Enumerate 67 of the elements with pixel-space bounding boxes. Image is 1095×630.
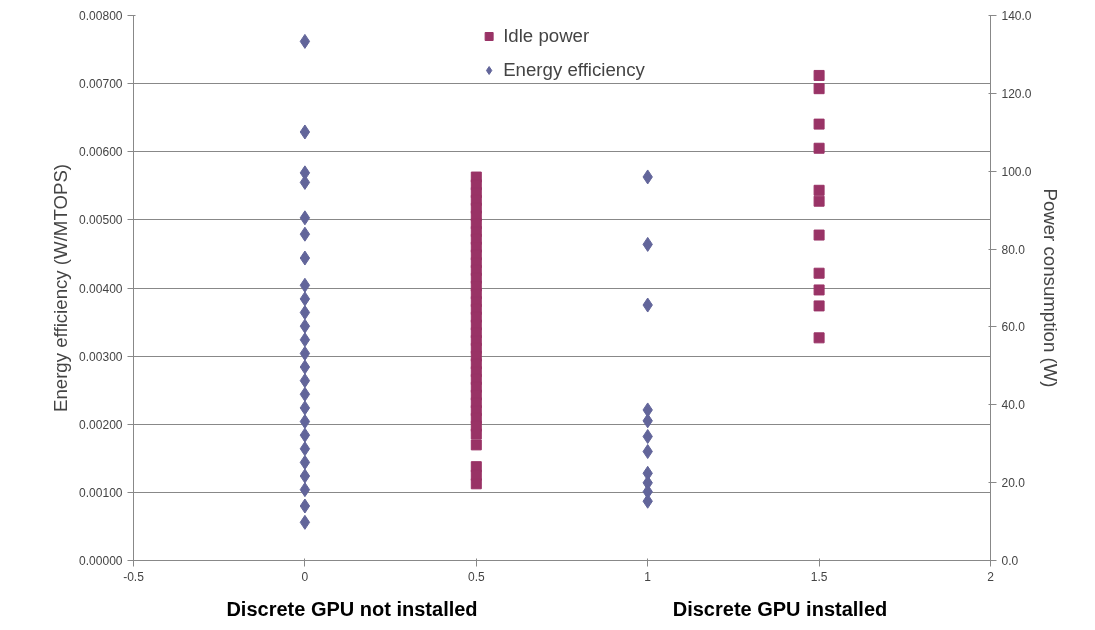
y2-tick-label: 120.0 <box>1001 86 1032 101</box>
point <box>299 359 311 375</box>
point <box>813 184 825 196</box>
y2-tick-label: 140.0 <box>1001 9 1032 23</box>
y2-tick-label: 0.0 <box>1001 554 1019 568</box>
y-tick-label: 0.00600 <box>79 145 123 160</box>
point <box>299 498 311 514</box>
point <box>299 482 311 498</box>
point <box>299 277 311 293</box>
y-tick-label: 0.00200 <box>79 417 123 432</box>
point <box>470 428 482 440</box>
y-tick-label: 0.00700 <box>79 77 123 92</box>
point <box>299 291 311 307</box>
y2-tick-label: 60.0 <box>1001 320 1026 335</box>
point <box>813 229 825 241</box>
y2-axis-title: Power consumption (W) <box>1039 188 1061 388</box>
point <box>299 386 311 402</box>
x-tick-label: 0 <box>301 569 309 584</box>
y2-tick-label: 100.0 <box>1001 164 1032 179</box>
y2-tick-label: 80.0 <box>1001 242 1026 257</box>
point <box>470 478 482 490</box>
point <box>299 373 311 389</box>
y-tick-label: 0.00100 <box>79 485 123 500</box>
point <box>299 332 311 348</box>
y-tick-label: 0.00800 <box>79 9 123 23</box>
point <box>813 300 825 312</box>
y2-tick-label: 40.0 <box>1001 398 1026 413</box>
legend-label: Idle power <box>503 25 590 47</box>
point <box>299 226 311 242</box>
point <box>813 284 825 296</box>
text: Discrete GPU installed <box>671 597 889 622</box>
point <box>299 427 311 443</box>
y-tick-label: 0.00300 <box>79 349 123 364</box>
point <box>813 142 825 154</box>
x-tick-label: -0.5 <box>123 569 145 584</box>
point <box>642 444 653 459</box>
point <box>299 318 311 334</box>
point <box>299 124 311 140</box>
point <box>299 441 311 457</box>
point <box>813 195 825 207</box>
point <box>299 514 311 530</box>
y-axis-title: Energy efficiency (W/MTOPS) <box>50 163 72 413</box>
y2-tick-label: 20.0 <box>1001 476 1026 491</box>
x-tick-label: 1.5 <box>810 569 828 584</box>
point <box>813 118 825 130</box>
legend-label: Energy efficiency <box>503 59 645 81</box>
point <box>299 454 311 470</box>
point <box>299 210 311 226</box>
point <box>299 400 311 416</box>
x-tick-label: 0.5 <box>467 569 485 584</box>
point <box>299 305 311 321</box>
point <box>299 345 311 361</box>
point <box>299 33 311 49</box>
point <box>299 468 311 484</box>
y-tick-label: 0.00400 <box>79 281 123 296</box>
point <box>813 267 825 279</box>
point <box>299 414 311 430</box>
point <box>813 69 825 81</box>
point <box>813 83 825 95</box>
y-tick-label: 0.00000 <box>79 554 123 568</box>
point <box>299 250 311 266</box>
x-tick-label: 1 <box>644 569 652 584</box>
text: Discrete GPU not installed <box>225 597 479 622</box>
y-tick-label: 0.00500 <box>79 213 123 228</box>
x-tick-label: 2 <box>987 569 995 584</box>
point <box>813 332 825 344</box>
point <box>470 439 482 451</box>
